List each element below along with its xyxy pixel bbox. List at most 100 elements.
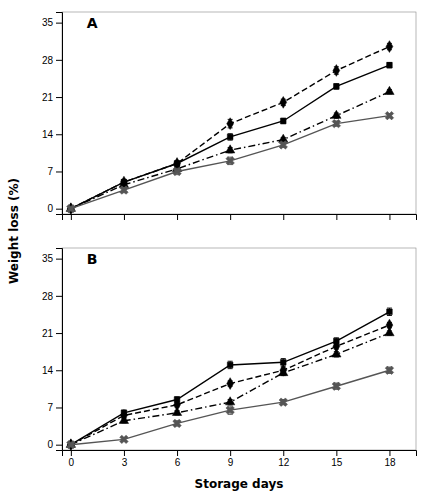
marker (227, 378, 234, 390)
x-tick (71, 214, 72, 220)
x-tick-mark (71, 214, 72, 220)
marker (330, 380, 343, 393)
error-bar (334, 84, 339, 89)
panel: 03691215180714212835BStorage days (42, 248, 417, 491)
error-bar (175, 397, 180, 402)
x-tick-mark (71, 450, 72, 456)
y-tick-mark (56, 134, 62, 135)
y-tick-label: 35 (42, 253, 54, 264)
marker (334, 84, 340, 90)
y-tick: 35 (42, 17, 62, 28)
marker (64, 202, 77, 214)
marker (383, 364, 396, 377)
error-bar (121, 410, 126, 415)
marker (171, 165, 184, 178)
y-tick-mark (56, 259, 62, 260)
y-tick-label: 21 (42, 328, 54, 339)
y-tick: 0 (47, 203, 62, 214)
error-bar (228, 134, 233, 140)
series-line (71, 47, 390, 209)
y-tick-mark (56, 445, 62, 446)
marker (227, 118, 234, 130)
marker (280, 359, 286, 365)
series-line (71, 92, 390, 209)
marker (385, 86, 394, 94)
error-bar (281, 118, 286, 123)
x-tick-mark (283, 450, 284, 456)
x-tick (230, 214, 231, 220)
x-tick (177, 214, 178, 220)
chart: 0714212835A03691215180714212835BStorage … (0, 0, 430, 500)
x-tick-label: 12 (278, 457, 290, 468)
x-tick-mark (177, 214, 178, 220)
y-tick-label: 21 (42, 92, 54, 103)
x-tick-mark (389, 214, 390, 220)
plot-frame (62, 12, 416, 214)
x-tick-mark (389, 450, 390, 456)
y-tick: 21 (42, 328, 62, 339)
y-tick: 14 (42, 129, 62, 140)
error-bar-cap (281, 366, 286, 367)
marker (225, 397, 234, 405)
x-tick: 18 (384, 450, 396, 468)
error-bar (387, 63, 392, 68)
y-tick: 28 (42, 55, 62, 66)
marker (277, 139, 290, 152)
x-tick-label: 18 (384, 457, 396, 468)
marker (225, 145, 234, 153)
y-tick-label: 0 (47, 439, 53, 450)
series-line (71, 116, 390, 209)
y-tick-label: 7 (47, 166, 53, 177)
x-tick-mark (336, 450, 337, 456)
marker (387, 62, 393, 68)
x-tick-label: 9 (228, 457, 234, 468)
plot-area (64, 41, 395, 214)
plot-area (64, 308, 395, 450)
marker (227, 134, 233, 140)
y-tick-mark (56, 209, 62, 210)
error-bar-cap (228, 368, 233, 369)
series-line (71, 312, 390, 445)
marker (385, 328, 394, 336)
marker (119, 415, 128, 423)
error-bar (334, 338, 339, 344)
y-tick: 14 (42, 365, 62, 376)
x-tick-mark (336, 214, 337, 220)
marker (174, 397, 180, 403)
x-tick-label: 15 (331, 457, 343, 468)
y-tick-mark (56, 333, 62, 334)
marker (332, 110, 341, 118)
marker (279, 134, 288, 142)
error-bar (387, 308, 392, 315)
x-tick: 15 (331, 450, 343, 468)
x-axis-line (63, 451, 417, 457)
y-tick-label: 35 (42, 17, 54, 28)
marker (118, 433, 131, 446)
x-axis: 0369121518 (63, 450, 417, 468)
y-axis: 0 7 14 21 28 35 (42, 13, 63, 215)
series-line (71, 325, 390, 445)
series-line (71, 333, 390, 445)
y-tick-label: 14 (42, 365, 54, 376)
marker (119, 179, 128, 187)
y-tick: 0 (47, 439, 62, 450)
x-tick-mark (124, 214, 125, 220)
y-tick-mark (56, 60, 62, 61)
y-tick-label: 28 (42, 291, 54, 302)
y-tick: 7 (47, 166, 62, 177)
y-tick-mark (56, 407, 62, 408)
y-axis-title: Weight loss (%) (7, 178, 21, 284)
error-bar (228, 361, 233, 368)
marker (224, 154, 237, 167)
marker (334, 338, 340, 344)
error-bar (281, 359, 286, 366)
marker (64, 438, 77, 450)
y-tick-label: 0 (47, 203, 53, 214)
x-tick (124, 214, 125, 220)
plot-frame (62, 248, 416, 450)
x-tick: 0 (69, 450, 75, 468)
x-tick-mark (177, 450, 178, 456)
x-tick-mark (230, 450, 231, 456)
marker (227, 362, 233, 368)
x-tick: 3 (122, 450, 128, 468)
